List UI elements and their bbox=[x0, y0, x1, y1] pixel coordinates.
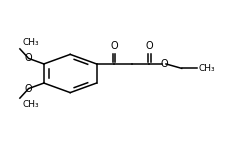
Text: CH₃: CH₃ bbox=[22, 100, 39, 109]
Text: CH₃: CH₃ bbox=[199, 64, 215, 73]
Text: O: O bbox=[25, 53, 33, 64]
Text: O: O bbox=[110, 41, 118, 51]
Text: O: O bbox=[160, 59, 168, 69]
Text: O: O bbox=[145, 41, 153, 51]
Text: CH₃: CH₃ bbox=[22, 38, 39, 47]
Text: O: O bbox=[25, 83, 33, 94]
